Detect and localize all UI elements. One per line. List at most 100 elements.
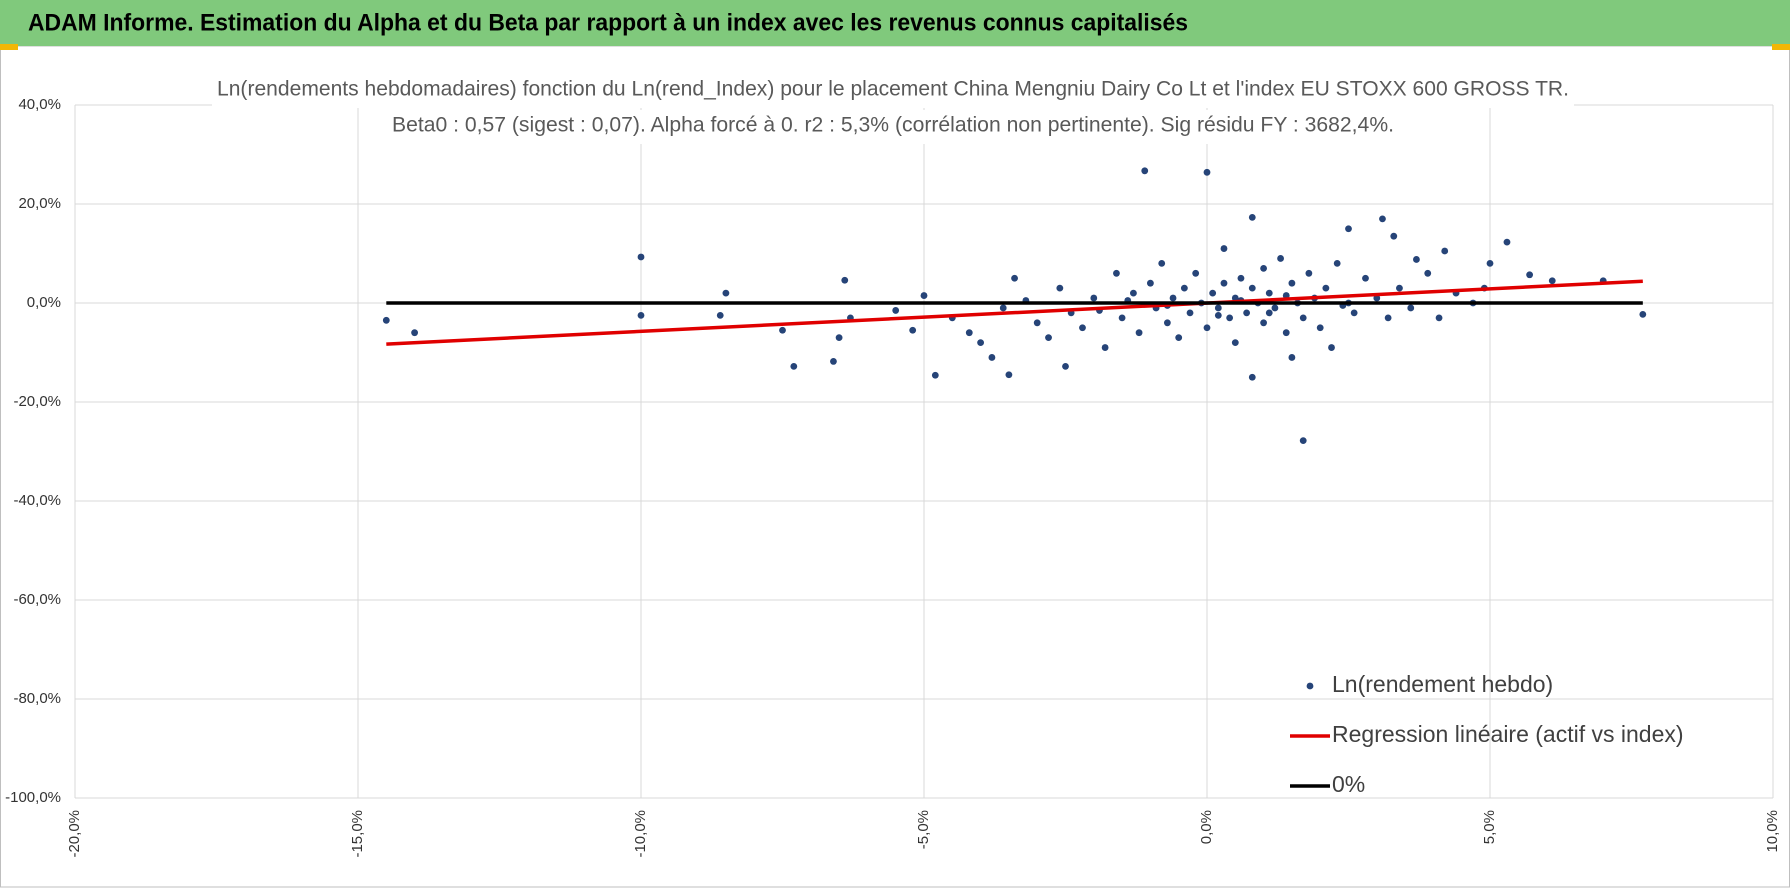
data-point	[977, 339, 984, 346]
data-point	[1231, 294, 1239, 302]
data-point	[716, 311, 724, 319]
x-tick-label: -15,0%	[349, 810, 366, 858]
data-point	[1118, 314, 1126, 322]
data-point	[1350, 309, 1358, 317]
data-point	[411, 329, 418, 337]
data-point	[1180, 284, 1188, 292]
data-point	[830, 358, 837, 365]
data-point	[1033, 319, 1041, 327]
data-point	[1362, 274, 1369, 282]
data-point	[1186, 309, 1194, 317]
data-point	[1345, 225, 1352, 233]
x-tick-label: -10,0%	[632, 810, 649, 858]
y-tick-label: -60,0%	[13, 591, 61, 608]
legend-label: Ln(rendement hebdo)	[1332, 671, 1553, 697]
x-tick-label: 5,0%	[1481, 810, 1498, 844]
data-point	[1147, 279, 1154, 287]
data-point	[1282, 329, 1290, 337]
data-point	[1203, 168, 1211, 176]
legend-label: Regression linéaire (actif vs index)	[1332, 721, 1684, 747]
data-point	[382, 316, 390, 324]
data-point	[1288, 354, 1296, 361]
chart-subtitle: Beta0 : 0,57 (sigest : 0,07). Alpha forc…	[392, 114, 1394, 137]
data-point	[1005, 371, 1013, 379]
data-point	[1435, 314, 1443, 322]
title-bg	[212, 72, 1574, 108]
data-point	[1305, 269, 1313, 277]
y-tick-label: 0,0%	[27, 294, 61, 311]
legend-label: 0%	[1332, 771, 1365, 797]
data-point	[931, 371, 939, 379]
y-tick-label: 20,0%	[18, 195, 61, 212]
y-tick-label: -40,0%	[13, 492, 61, 509]
data-point	[1237, 274, 1245, 282]
data-point	[835, 334, 843, 342]
data-point	[1486, 260, 1494, 267]
corner-mark	[0, 44, 18, 50]
data-point	[1056, 284, 1064, 292]
data-point	[1062, 362, 1069, 370]
data-point	[1265, 309, 1273, 317]
data-point	[1226, 314, 1234, 322]
marks	[382, 167, 1647, 445]
data-point	[637, 253, 645, 261]
y-tick-label: -20,0%	[13, 393, 61, 410]
data-point	[920, 292, 928, 299]
data-point	[637, 311, 645, 319]
data-point	[1299, 314, 1307, 322]
data-point	[1407, 304, 1415, 312]
data-point	[1265, 289, 1273, 297]
data-point	[1413, 256, 1420, 263]
data-point	[1260, 319, 1267, 327]
header-title: ADAM Informe. Estimation du Alpha et du …	[28, 9, 1188, 36]
data-point	[1548, 277, 1556, 285]
data-point	[909, 326, 917, 334]
data-point	[841, 276, 849, 284]
data-point	[1248, 213, 1256, 221]
chart-title: Ln(rendements hebdomadaires) fonction du…	[217, 78, 1569, 101]
data-point	[1390, 232, 1398, 240]
data-point	[1135, 329, 1143, 337]
data-point	[1248, 373, 1256, 381]
x-tick-label: -5,0%	[915, 810, 932, 849]
data-point	[722, 289, 730, 297]
data-point	[1169, 294, 1177, 302]
y-tick-label: 40,0%	[18, 96, 61, 113]
data-point	[1316, 324, 1324, 332]
data-point	[1322, 284, 1330, 292]
data-point	[1113, 269, 1120, 277]
corner-mark	[1772, 44, 1790, 50]
data-point	[1045, 334, 1052, 342]
x-tick-label: 0,0%	[1198, 810, 1215, 844]
data-point	[1243, 309, 1251, 317]
data-point	[1220, 279, 1228, 287]
data-point	[1214, 304, 1222, 312]
legend: Ln(rendement hebdo) Regression linéaire (…	[1290, 671, 1684, 797]
data-point	[1203, 324, 1211, 332]
data-point	[1248, 284, 1256, 292]
data-point	[1231, 339, 1239, 346]
subtitle-bg	[388, 110, 1398, 144]
data-point	[1079, 324, 1086, 332]
data-point	[1288, 279, 1296, 287]
data-point	[1639, 310, 1647, 318]
data-point	[1260, 264, 1267, 272]
series-line	[386, 279, 1643, 346]
data-point	[1424, 269, 1432, 277]
data-point	[1299, 437, 1307, 445]
data-point	[1328, 344, 1335, 351]
data-point	[790, 362, 798, 370]
header-bar	[0, 0, 1790, 46]
data-point	[1130, 289, 1137, 297]
data-point	[1503, 238, 1511, 246]
data-point	[1141, 167, 1149, 175]
y-tick-label: -80,0%	[13, 690, 61, 707]
data-point	[1379, 215, 1386, 223]
data-point	[1384, 314, 1392, 322]
x-tick-label: -20,0%	[66, 810, 83, 858]
data-point	[1163, 319, 1171, 327]
chart-frame	[0, 45, 1790, 888]
legend-marker	[1306, 682, 1314, 690]
data-point	[1158, 260, 1166, 267]
